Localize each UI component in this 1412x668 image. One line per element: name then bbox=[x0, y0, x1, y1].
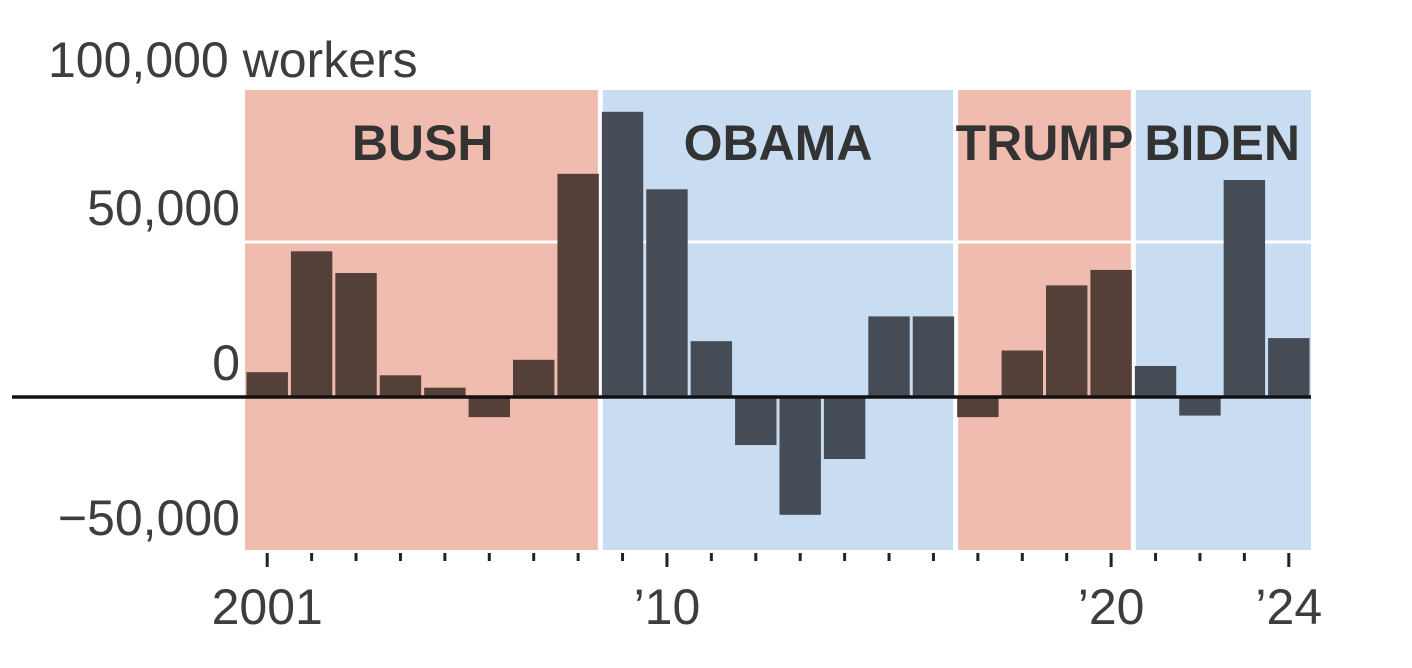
y-tick-label-0: 0 bbox=[212, 335, 240, 391]
bar-2010 bbox=[646, 189, 688, 397]
y-tick-label-100000: 100,000 workers bbox=[48, 32, 418, 88]
presidency-label-obama: OBAMA bbox=[684, 115, 873, 171]
bar-2015 bbox=[868, 316, 910, 397]
bar-2020 bbox=[1090, 269, 1132, 397]
labels: 100,000 workers 50,000 0 −50,000 2001 ’10 ’20 ’… bbox=[48, 32, 1322, 635]
gridlines bbox=[245, 90, 1311, 550]
presidency-label-bush: BUSH bbox=[352, 115, 494, 171]
bar-2024 bbox=[1268, 338, 1310, 397]
bar-2021 bbox=[1134, 366, 1177, 397]
bar-2009 bbox=[601, 111, 644, 398]
bar-2013 bbox=[779, 397, 821, 515]
y-tick-label-50000: 50,000 bbox=[87, 180, 240, 236]
x-tick-label-2010: ’10 bbox=[634, 579, 701, 635]
bar-2001 bbox=[246, 372, 288, 397]
x-tick-label-2020: ’20 bbox=[1078, 579, 1145, 635]
bar-2011 bbox=[690, 341, 733, 397]
bar-2022 bbox=[1179, 397, 1221, 416]
bar-2002 bbox=[290, 251, 333, 397]
bar-2003 bbox=[335, 273, 377, 397]
bar-2023 bbox=[1223, 180, 1266, 397]
bar-2017 bbox=[957, 397, 999, 418]
bar-2006 bbox=[468, 397, 510, 418]
bar-2007 bbox=[513, 359, 555, 397]
bar-2016 bbox=[912, 316, 955, 397]
x-tick-label-2024: ’24 bbox=[1255, 579, 1322, 635]
bar-2019 bbox=[1046, 285, 1088, 397]
bar-2008 bbox=[557, 173, 599, 397]
bar-2018 bbox=[1001, 350, 1043, 397]
bar-2014 bbox=[823, 397, 866, 459]
presidency-label-trump: TRUMP bbox=[956, 115, 1134, 171]
presidency-band-biden bbox=[1133, 90, 1311, 550]
y-tick-label--50000: −50,000 bbox=[58, 490, 240, 546]
presidency-label-biden: BIDEN bbox=[1144, 115, 1300, 171]
bar-2012 bbox=[735, 397, 777, 446]
x-tick-label-2001: 2001 bbox=[212, 579, 323, 635]
axes bbox=[12, 395, 1311, 567]
bar-2005 bbox=[424, 387, 466, 397]
bar-2004 bbox=[379, 375, 422, 397]
bars bbox=[246, 111, 1310, 515]
